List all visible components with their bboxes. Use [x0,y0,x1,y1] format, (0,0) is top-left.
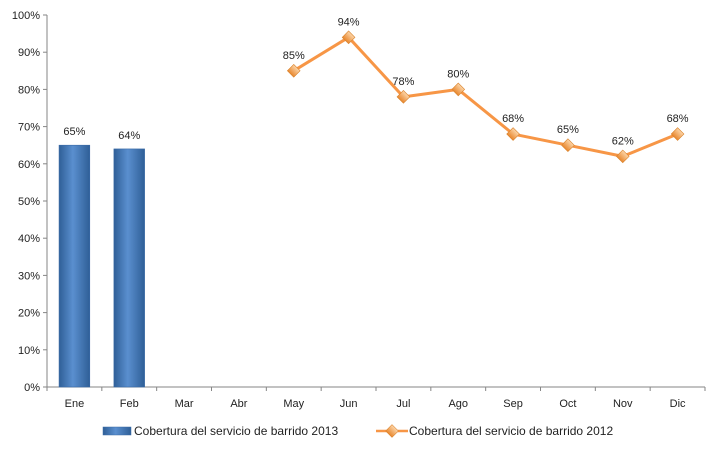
line-data-label: 78% [392,76,414,88]
line-data-label: 94% [338,16,360,28]
y-tick-label: 0% [24,382,40,394]
x-tick-label: Oct [559,398,576,410]
x-tick-label: Mar [175,398,194,410]
axes [46,15,705,388]
y-tick-label: 60% [18,159,40,171]
y-tick-label: 70% [18,122,40,134]
x-tick-label: Feb [120,398,139,410]
legend-label-2012: Cobertura del servicio de barrido 2012 [409,424,613,438]
series-line [292,35,679,158]
x-axis-ticks: Ene Feb Mar Abr May Jun Jul Ago Sep Oct Nov Dic [46,387,706,410]
data-labels: 65% 64% 85% 94% 78% 80% 68% 65% 62% 68% [63,16,688,147]
line-marker [286,64,301,78]
y-tick-label: 50% [18,196,40,208]
line-data-label: 85% [283,50,305,62]
legend: Cobertura del servicio de barrido 2013 C… [102,424,613,438]
line-marker [670,127,685,141]
y-tick-label: 20% [18,308,40,320]
line-data-label: 65% [557,124,579,136]
bar-series [58,144,145,388]
x-tick-label: Dic [670,398,686,410]
x-tick-label: Ago [448,398,468,410]
y-tick-label: 10% [18,345,40,357]
y-tick-label: 80% [18,84,40,96]
bar [113,148,145,388]
line-data-label: 80% [447,68,469,80]
line-marker [561,138,575,152]
line-data-label: 68% [502,113,524,125]
y-tick-label: 30% [18,270,40,282]
line-series [286,30,685,164]
y-tick-label: 90% [18,47,40,59]
line-marker [341,30,356,45]
x-tick-label: Abr [230,398,247,410]
bar-data-label: 65% [63,126,85,138]
line-marker [506,127,520,141]
y-tick-label: 40% [18,233,40,245]
bar-data-label: 64% [118,130,140,142]
x-tick-label: Jul [396,398,410,410]
line-data-label: 68% [667,113,689,125]
x-tick-label: Ene [65,398,85,410]
x-tick-label: Jun [340,398,358,410]
legend-swatch-bar-2013 [102,426,132,436]
x-tick-label: May [283,398,304,410]
x-tick-label: Sep [503,398,523,410]
line-data-label: 62% [612,135,634,147]
legend-swatch-marker-2012 [385,424,399,438]
line-marker [615,149,630,164]
line-marker [396,90,411,104]
x-tick-label: Nov [613,398,633,410]
y-axis-ticks: 0% 10% 20% 30% 40% 50% 60% 70% 80% 90% 100% [12,10,47,394]
y-tick-label: 100% [12,10,40,22]
line-marker [451,82,466,97]
legend-label-2013: Cobertura del servicio de barrido 2013 [134,424,338,438]
bar [58,144,91,388]
